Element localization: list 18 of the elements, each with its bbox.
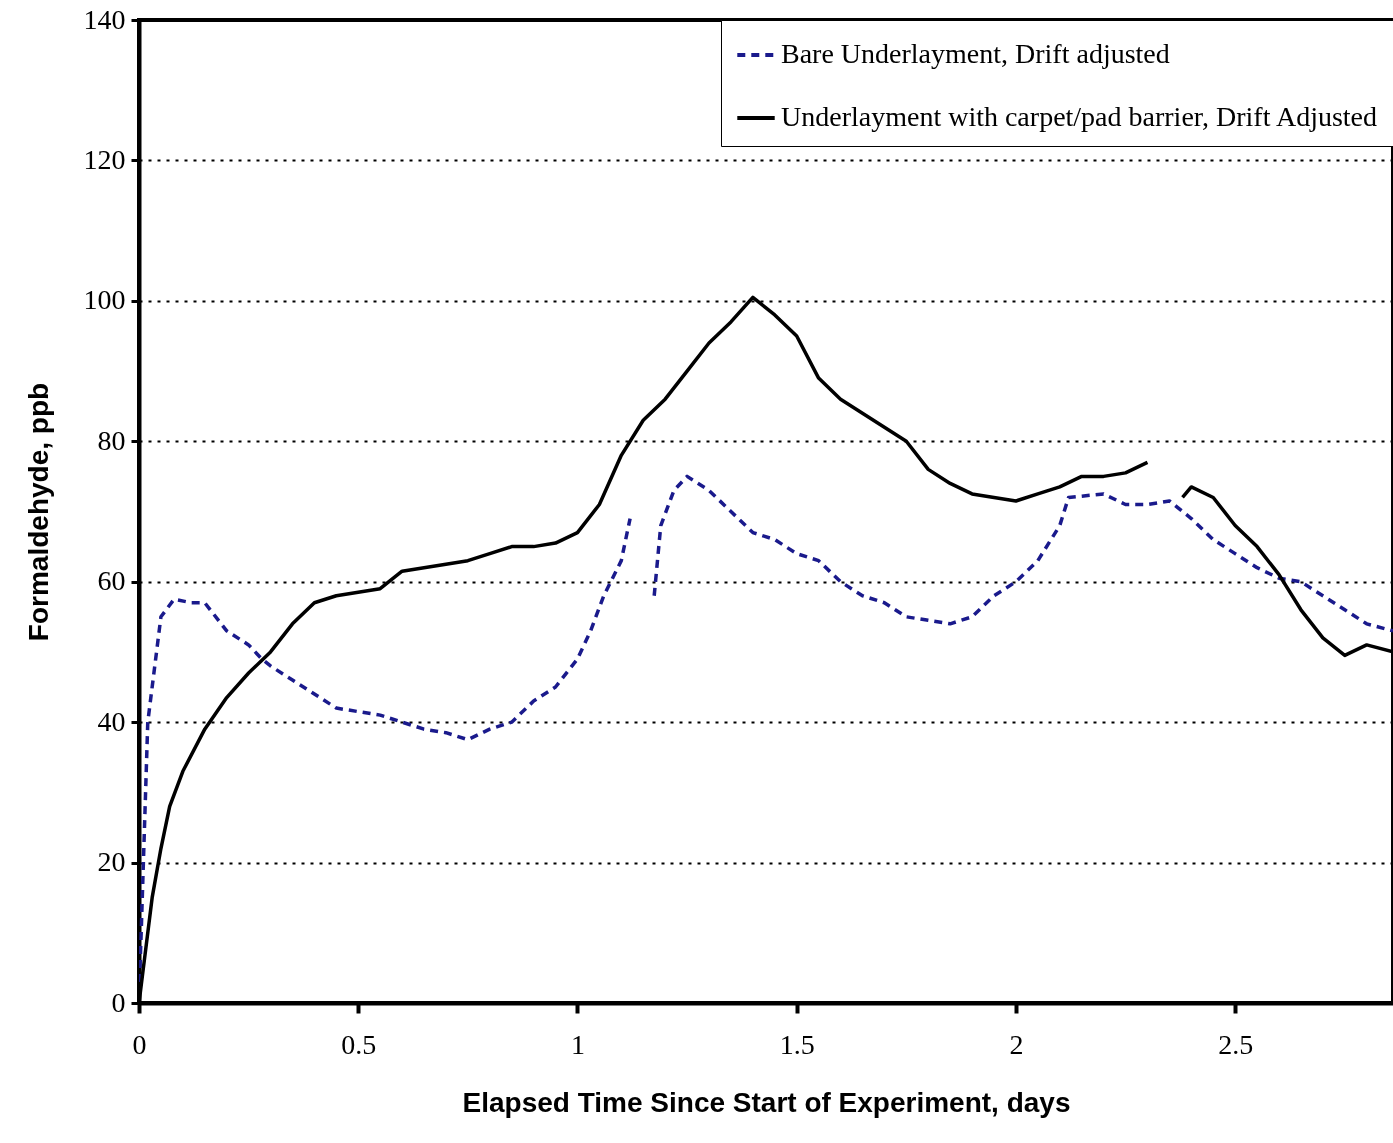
y-axis-title: Formaldehyde, ppb <box>22 382 54 642</box>
legend-label: Underlayment with carpet/pad barrier, Drift Adjusted <box>781 101 1378 132</box>
y-tick-label: 100 <box>83 284 126 316</box>
y-tick-label: 0 <box>111 986 126 1018</box>
x-tick-label: 2 <box>1009 1028 1024 1060</box>
x-tick-label: 0 <box>132 1028 147 1060</box>
x-tick-label: 2.5 <box>1218 1028 1254 1060</box>
x-tick-label: 0.5 <box>341 1028 377 1060</box>
y-tick-label: 80 <box>97 424 126 456</box>
x-tick-label: 1 <box>570 1028 585 1060</box>
legend-label: Bare Underlayment, Drift adjusted <box>781 38 1170 69</box>
y-tick-label: 120 <box>83 143 126 175</box>
y-tick-label: 20 <box>97 846 126 878</box>
y-tick-label: 40 <box>97 705 126 737</box>
y-tick-label: 140 <box>83 3 126 35</box>
x-tick-label: 1.5 <box>779 1028 815 1060</box>
y-tick-label: 60 <box>97 565 126 597</box>
x-axis-title: Elapsed Time Since Start of Experiment, days <box>462 1086 1071 1118</box>
